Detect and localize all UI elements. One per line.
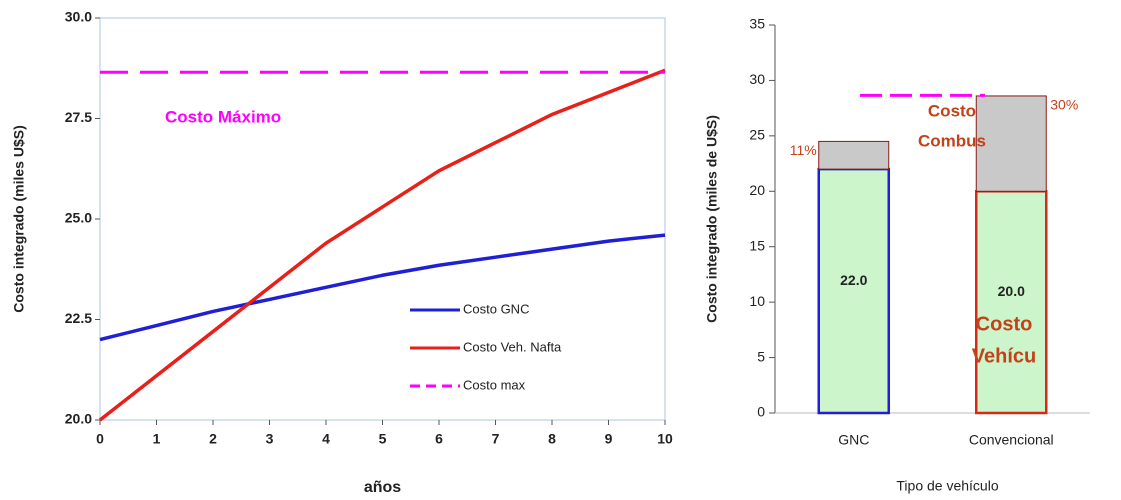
y-tick-label: 22.5 bbox=[65, 310, 92, 326]
annotation: Costo bbox=[976, 313, 1033, 335]
y-tick-label: 10 bbox=[749, 293, 765, 309]
y-tick-label: 5 bbox=[757, 348, 765, 364]
fuel-percent-label: 11% bbox=[790, 142, 817, 158]
x-tick-label: 4 bbox=[322, 431, 330, 447]
bar-value-label: 22.0 bbox=[840, 272, 867, 288]
x-tick-label: GNC bbox=[838, 432, 869, 448]
plot-area bbox=[99, 17, 666, 421]
x-tick-label: 0 bbox=[96, 431, 104, 447]
x-tick-label: 6 bbox=[435, 431, 443, 447]
x-tick-label: 5 bbox=[379, 431, 387, 447]
x-tick-label: 8 bbox=[548, 431, 556, 447]
y-tick-label: 15 bbox=[749, 237, 765, 253]
x-tick-label: 10 bbox=[657, 431, 673, 447]
x-tick-label: 2 bbox=[209, 431, 217, 447]
annotation: Combus bbox=[918, 131, 986, 150]
fuel-percent-label: 30% bbox=[1050, 97, 1078, 113]
annotation: Costo bbox=[928, 101, 976, 120]
y-axis-label: Costo integrado (miles U$S) bbox=[11, 125, 27, 312]
x-axis-label: Tipo de vehículo bbox=[896, 478, 998, 494]
x-tick-label: 3 bbox=[266, 431, 274, 447]
x-tick-label: Convencional bbox=[969, 432, 1054, 448]
legend-label: Costo Veh. Nafta bbox=[463, 339, 562, 354]
bar-value-label: 20.0 bbox=[998, 283, 1025, 299]
x-tick-label: 7 bbox=[492, 431, 500, 447]
bar bbox=[817, 167, 890, 415]
y-tick-label: 25.0 bbox=[65, 210, 92, 226]
y-axis-label: Costo integrado (miles de U$S) bbox=[704, 115, 720, 323]
legend-label: Costo GNC bbox=[463, 301, 529, 316]
y-tick-label: 30 bbox=[749, 71, 765, 87]
y-tick-label: 25 bbox=[749, 127, 765, 143]
bar bbox=[975, 190, 1048, 415]
y-tick-label: 30.0 bbox=[65, 9, 92, 25]
y-tick-label: 20.0 bbox=[65, 411, 92, 427]
y-tick-label: 35 bbox=[749, 16, 765, 32]
fuel-cost-image bbox=[975, 95, 1047, 192]
x-tick-label: 9 bbox=[605, 431, 613, 447]
fuel-cost-image bbox=[818, 140, 890, 170]
y-tick-label: 20 bbox=[749, 182, 765, 198]
y-tick-label: 0 bbox=[757, 404, 765, 420]
annotation: Costo Máximo bbox=[165, 107, 281, 126]
annotation: Vehícu bbox=[972, 345, 1036, 367]
line-series bbox=[99, 233, 666, 342]
x-tick-label: 1 bbox=[153, 431, 161, 447]
x-axis-label: años bbox=[364, 479, 401, 496]
legend-label: Costo max bbox=[463, 377, 526, 392]
line-series bbox=[98, 68, 666, 422]
y-tick-label: 27.5 bbox=[65, 109, 92, 125]
